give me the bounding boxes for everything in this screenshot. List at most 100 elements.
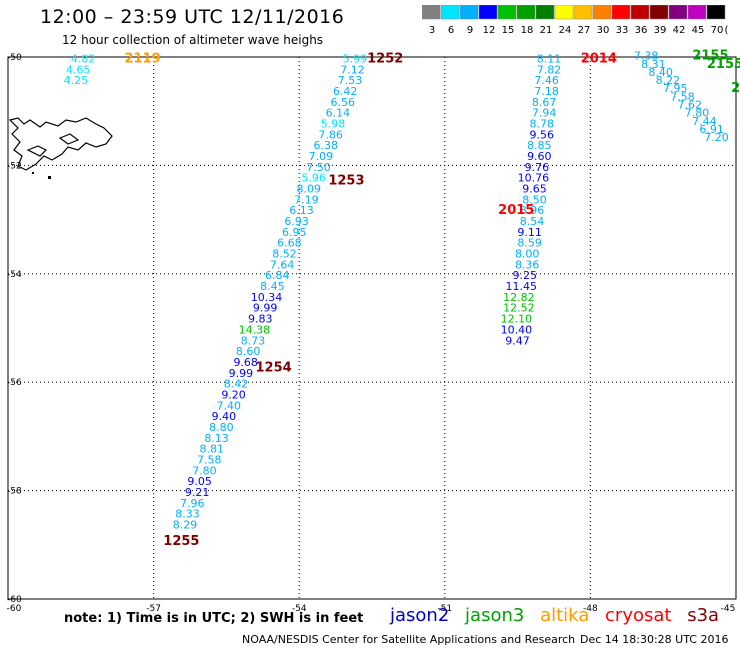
lon-tick-label: -45 <box>721 604 736 614</box>
swh-value: 6.84 <box>265 269 290 282</box>
swh-value: 6.42 <box>333 85 358 98</box>
color-swatch <box>535 5 555 20</box>
swh-value: 7.38 <box>634 50 659 63</box>
color-scale-tick: 39 <box>654 25 667 36</box>
color-swatch <box>668 5 688 20</box>
swh-value: 6.14 <box>326 107 351 120</box>
swh-value: 8.73 <box>241 334 266 347</box>
swh-value: 8.45 <box>260 280 285 293</box>
swh-value: 9.60 <box>527 150 552 163</box>
pass-label: 1253 <box>328 173 364 188</box>
lon-tick-label: -57 <box>146 604 161 614</box>
map-subtitle: 12 hour collection of altimeter wave hei… <box>62 33 324 47</box>
lat-tick-label: -54 <box>7 270 22 280</box>
swh-value: 7.12 <box>340 63 365 76</box>
swh-value: 14.38 <box>239 323 271 336</box>
swh-value: 7.58 <box>670 90 695 103</box>
pass-label: 1255 <box>163 534 199 549</box>
credit-text: NOAA/NESDIS Center for Satellite Applica… <box>242 633 576 646</box>
pass-label: 2156 <box>731 81 740 96</box>
color-scale-unit: (ft) <box>724 25 728 36</box>
swh-value: 8.50 <box>522 193 547 206</box>
island-dot <box>32 172 34 174</box>
pass-label: 2119 <box>124 51 160 66</box>
swh-value: 9.40 <box>212 410 237 423</box>
swh-value: 9.05 <box>187 475 212 488</box>
lat-tick-label: -56 <box>7 378 22 388</box>
note-text: note: 1) Time is in UTC; 2) SWH is in fe… <box>64 611 364 626</box>
color-scale-tick: 6 <box>448 25 454 36</box>
swh-value: 8.96 <box>520 204 545 217</box>
color-swatch <box>516 5 536 20</box>
swh-value: 4.25 <box>64 74 89 87</box>
color-swatch <box>687 5 707 20</box>
color-swatch <box>630 5 650 20</box>
swh-value: 9.20 <box>221 388 246 401</box>
swh-value: 8.67 <box>532 96 557 109</box>
lon-tick-label: -54 <box>292 604 307 614</box>
legend-jason3: jason3 <box>465 605 525 626</box>
swh-value: 9.11 <box>517 226 542 239</box>
color-swatch <box>706 5 726 20</box>
island-dot <box>48 176 51 179</box>
lon-tick-label: -51 <box>437 604 452 614</box>
swh-value: 7.62 <box>678 98 703 111</box>
color-scale-tick: 15 <box>502 25 515 36</box>
swh-value: 6.93 <box>284 215 309 228</box>
swh-value: 9.47 <box>505 334 530 347</box>
swh-value: 7.19 <box>294 193 319 206</box>
color-swatch <box>459 5 479 20</box>
swh-value: 8.22 <box>656 74 681 87</box>
lat-tick-label: -58 <box>7 487 22 497</box>
lon-tick-label: -60 <box>7 604 22 614</box>
swh-value: 6.91 <box>699 123 724 136</box>
color-swatch <box>649 5 669 20</box>
legend-jason2: jason2 <box>390 605 450 626</box>
timestamp-text: Dec 14 18:30:28 UTC 2016 <box>580 633 729 646</box>
swh-value: 7.86 <box>318 128 343 141</box>
swh-value: 8.81 <box>199 443 224 456</box>
swh-value: 7.80 <box>192 464 217 477</box>
swh-value: 10.40 <box>501 323 533 336</box>
swh-value: 8.78 <box>530 117 555 130</box>
swh-value: 7.80 <box>685 107 710 120</box>
color-scale-tick: 21 <box>540 25 553 36</box>
color-scale-tick: 18 <box>521 25 534 36</box>
color-swatch <box>592 5 612 20</box>
color-swatch <box>440 5 460 20</box>
swh-value: 7.09 <box>309 150 334 163</box>
swh-value: 8.13 <box>204 432 229 445</box>
map-frame <box>7 56 737 600</box>
color-scale-tick: 12 <box>483 25 496 36</box>
swh-value: 6.56 <box>331 96 356 109</box>
pass-label: 1252 <box>367 51 403 66</box>
swh-value: 8.59 <box>517 237 542 250</box>
swh-value: 9.99 <box>253 302 278 315</box>
color-scale-tick: 27 <box>578 25 591 36</box>
swh-value: 7.95 <box>663 82 688 95</box>
swh-value: 8.60 <box>236 345 261 358</box>
legend-cryosat: cryosat <box>605 605 672 626</box>
swh-value: 6.95 <box>282 226 307 239</box>
swh-value: 7.94 <box>532 107 557 120</box>
lat-tick-label: -52 <box>7 161 22 171</box>
swh-value: 5.98 <box>321 117 346 130</box>
swh-value: 7.50 <box>306 161 331 174</box>
color-swatch <box>497 5 517 20</box>
swh-value: 8.36 <box>515 258 540 271</box>
legend-s3a: s3a <box>687 605 720 626</box>
swh-value: 5.99 <box>343 52 368 65</box>
swh-value: 9.21 <box>185 486 210 499</box>
swh-value: 9.56 <box>530 128 555 141</box>
map-title: 12:00 – 23:59 UTC 12/11/2016 <box>40 6 345 28</box>
swh-value: 8.52 <box>272 248 297 261</box>
swh-value: 11.45 <box>506 280 538 293</box>
swh-value: 7.82 <box>537 63 562 76</box>
swh-value: 9.99 <box>229 367 254 380</box>
legend-altika: altika <box>540 605 590 626</box>
color-swatch <box>478 5 498 20</box>
swh-value: 8.33 <box>175 508 200 521</box>
swh-value: 7.96 <box>180 497 205 510</box>
swh-value: 8.11 <box>537 52 562 65</box>
